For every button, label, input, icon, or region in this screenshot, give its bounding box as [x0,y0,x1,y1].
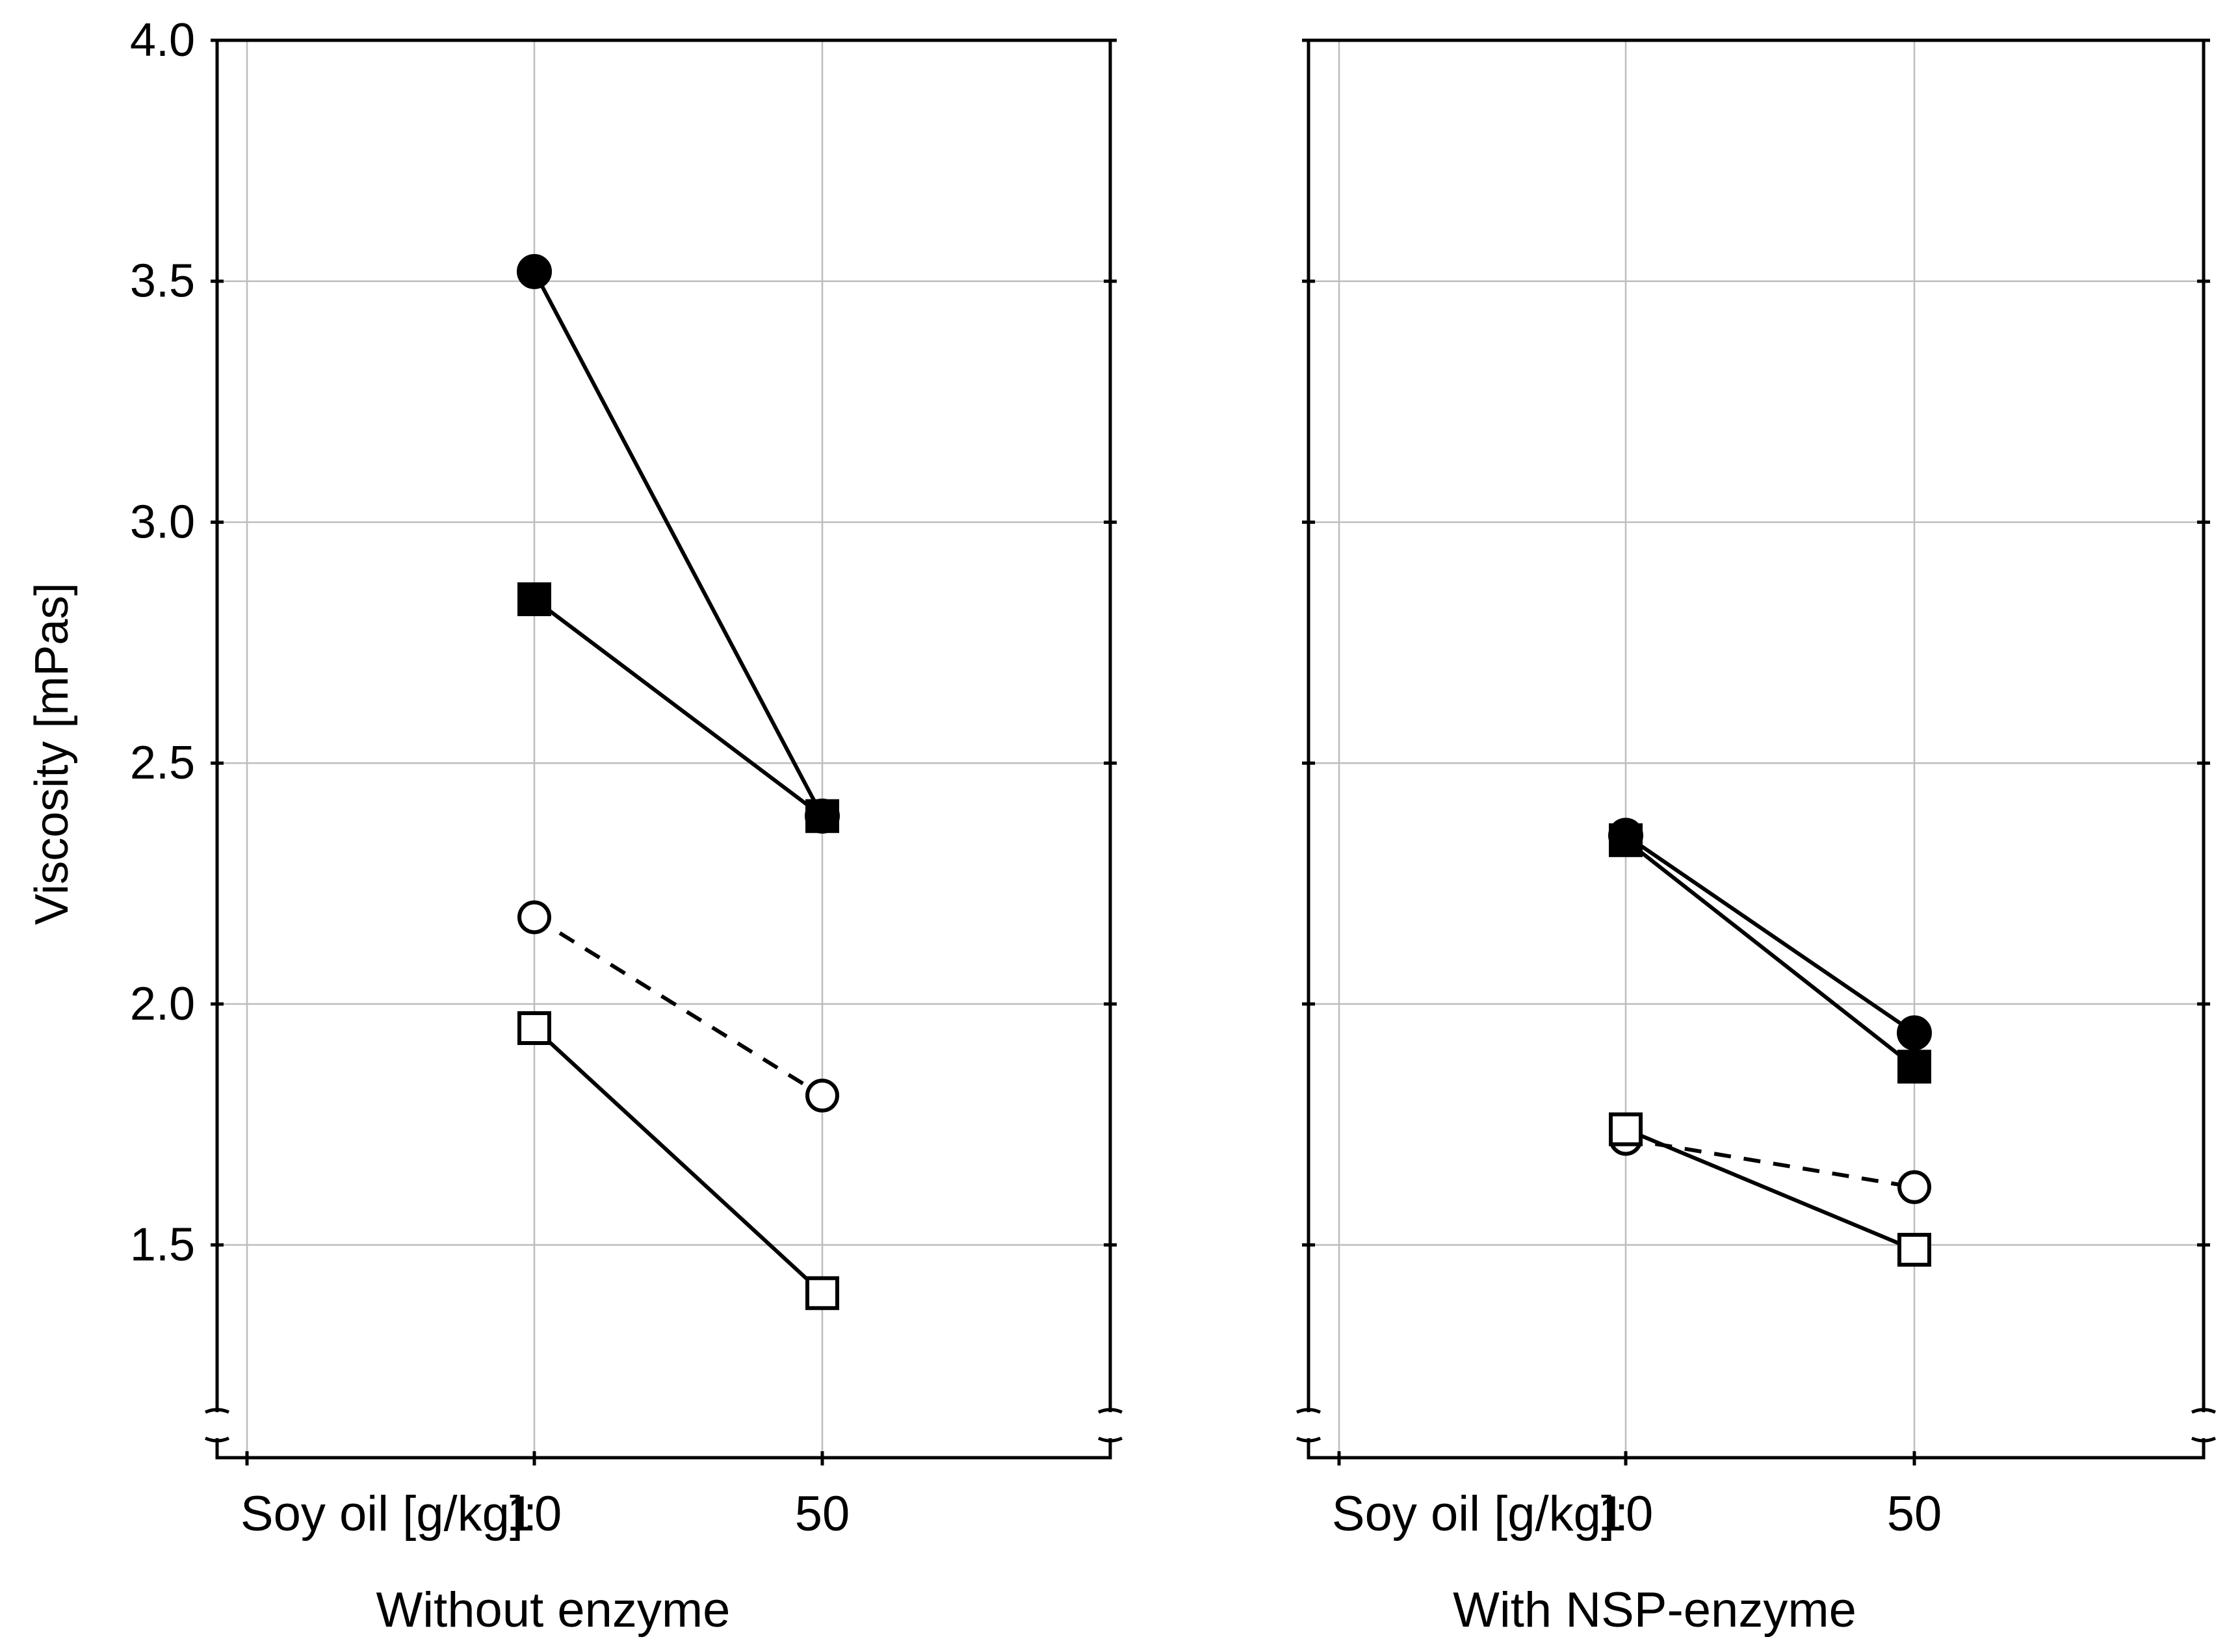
series-line [533,915,824,1098]
axis-break-mark [1296,1436,1322,1443]
y-tick-label: 2.0 [130,978,195,1030]
data-point-circle [805,1078,839,1113]
axis-break-mark [2191,1408,2217,1414]
data-point-square [517,582,551,617]
plot-frame [1307,38,2206,1412]
data-point-circle [517,900,551,935]
data-point-square [1897,1050,1931,1084]
data-point-square [1609,823,1643,857]
plot-frame [215,38,1112,1412]
data-point-square [805,799,839,833]
panel-without-enzyme: 1.5 2.0 2.5 3.0 3.5 4.0 Soy oil [g/kg]:10 50 Wit… [130,14,1123,1638]
series-line [1624,833,1916,1035]
x-axis-title: Soy oil [g/kg]: [241,1486,537,1542]
data-point-circle [1897,1015,1932,1051]
y-tick-label: 3.5 [130,255,195,307]
x-tick-label: 50 [795,1486,850,1542]
series-line [1625,1137,1915,1189]
panel-with-nsp-enzyme: Soy oil [g/kg]:10 50 With NSP-enzyme [1296,38,2217,1638]
y-axis-label: Viscosity [mPas] [26,583,78,925]
series-line [1624,1127,1916,1252]
series-line [533,597,824,818]
axis-break-mark [1097,1408,1123,1414]
axis-break-mark [204,1408,230,1414]
axis-break-mark [1097,1436,1123,1443]
y-tick-label: 4.0 [130,14,195,66]
panel-caption: Without enzyme [376,1582,731,1638]
data-point-square [805,1276,839,1310]
x-tick-label: 50 [1887,1486,1942,1542]
data-point-square [1897,1233,1931,1267]
y-tick-label: 1.5 [130,1219,195,1271]
data-point-circle [1897,1170,1931,1204]
series-line [532,270,824,818]
x-tick-label: 10 [1598,1486,1654,1542]
axis-break-mark [2191,1436,2217,1443]
axis-break-mark [204,1436,230,1443]
panel-caption: With NSP-enzyme [1453,1582,1856,1638]
data-point-circle [517,253,552,289]
y-tick-label: 3.0 [130,496,195,548]
series-line [1624,838,1916,1068]
plot-frame-bottom [1307,1438,2206,1460]
data-point-square [1609,1112,1643,1146]
x-tick-label: 10 [507,1486,562,1542]
x-axis-title: Soy oil [g/kg]: [1332,1486,1628,1542]
plot-frame-bottom [215,1438,1112,1460]
data-point-square [517,1011,551,1045]
y-tick-label: 2.5 [130,737,195,789]
axis-break-mark [1296,1408,1322,1414]
series-line [532,1026,824,1295]
